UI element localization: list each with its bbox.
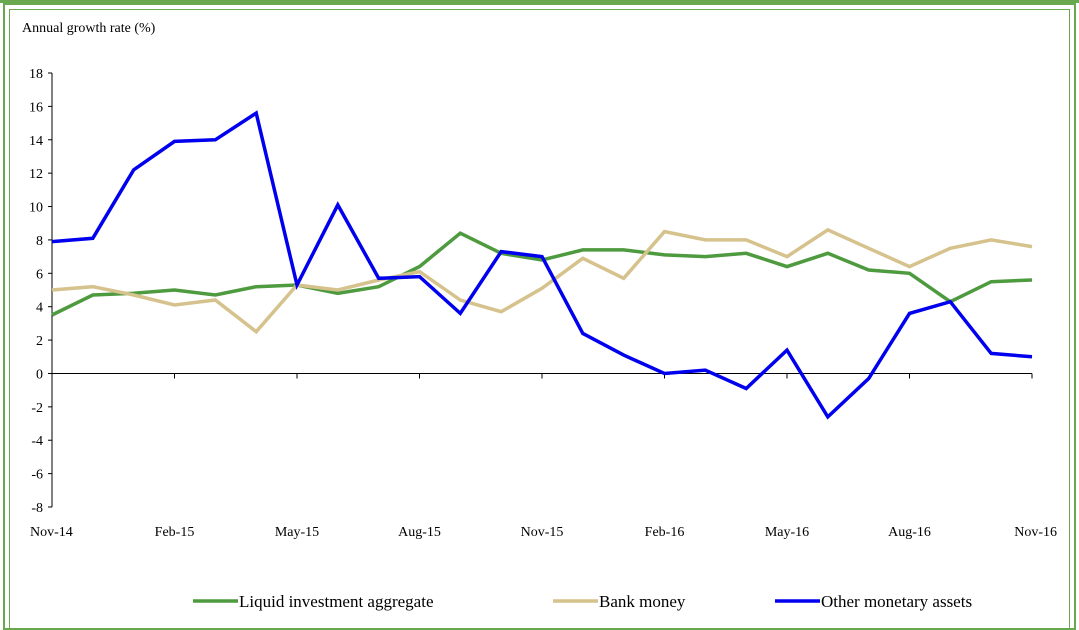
y-tick-label: 16 [29, 100, 43, 115]
y-tick-label: -4 [31, 434, 43, 449]
legend-label: Bank money [599, 592, 686, 611]
series-lines [52, 113, 1032, 417]
x-tick-label: Aug-15 [398, 525, 441, 540]
y-tick-label: 4 [36, 301, 43, 316]
y-tick-label: 0 [36, 367, 43, 382]
y-tick-label: 12 [29, 167, 43, 182]
x-tick-label: Nov-15 [521, 525, 564, 540]
y-tick-label: 2 [36, 334, 43, 349]
y-tick-label: 8 [36, 234, 43, 249]
y-tick-label: -2 [31, 401, 43, 416]
x-tick-label: May-16 [765, 525, 809, 540]
y-tick-label: 10 [29, 201, 43, 216]
x-tick-label: Nov-14 [30, 525, 73, 540]
y-tick-label: 18 [29, 67, 43, 82]
x-tick-label: May-15 [275, 525, 319, 540]
x-tick-label: Aug-16 [888, 525, 931, 540]
y-tick-labels: 18 16 14 12 10 8 6 4 2 0 -2 -4 -6 -8 [29, 67, 52, 516]
x-tick-label: Nov-16 [1014, 525, 1057, 540]
legend-label: Liquid investment aggregate [239, 592, 434, 611]
y-axis-title: Annual growth rate (%) [22, 21, 156, 36]
x-tick-label: Feb-16 [645, 525, 685, 540]
y-tick-label: -8 [31, 501, 43, 516]
legend-label: Other monetary assets [821, 592, 972, 611]
series-line-other-monetary-assets [52, 113, 1032, 417]
y-tick-label: -6 [31, 468, 43, 483]
x-tick-label: Feb-15 [155, 525, 195, 540]
y-tick-label: 14 [29, 134, 43, 149]
y-tick-label: 6 [36, 267, 43, 282]
series-line-bank-money [52, 230, 1032, 332]
legend: Liquid investment aggregate Bank money Oth… [193, 592, 972, 611]
x-tick-labels: Nov-14 Feb-15 May-15 Aug-15 Nov-15 Feb-16 May-… [30, 373, 1057, 540]
